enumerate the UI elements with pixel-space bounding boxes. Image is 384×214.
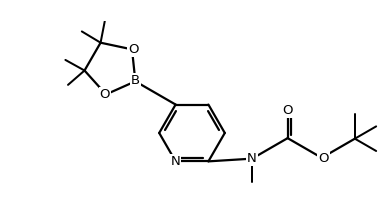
Text: N: N	[171, 155, 180, 168]
Text: O: O	[128, 43, 138, 56]
Text: O: O	[100, 88, 110, 101]
Text: O: O	[282, 104, 293, 117]
Text: O: O	[318, 152, 329, 165]
Text: B: B	[131, 74, 140, 87]
Text: N: N	[247, 152, 257, 165]
